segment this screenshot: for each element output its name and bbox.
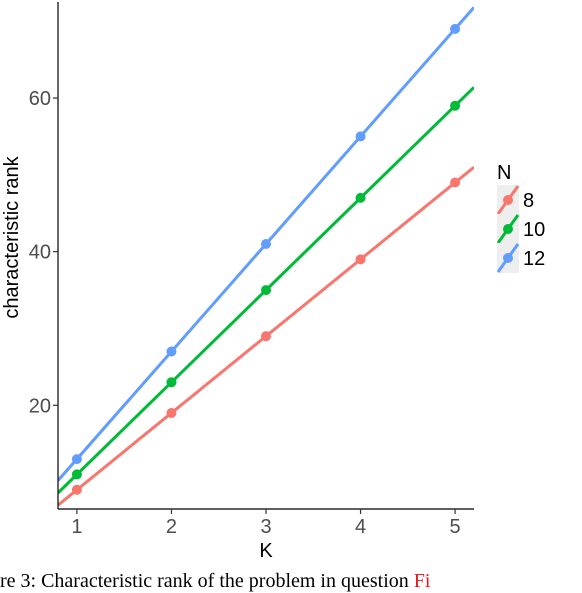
legend-label-12: 12 (523, 248, 545, 270)
data-point-10-1 (71, 469, 82, 480)
legend-label-8: 8 (523, 190, 534, 212)
legend-label-10: 10 (523, 219, 545, 241)
data-point-10-4 (355, 192, 366, 203)
x-tick-label-2: 2 (166, 516, 177, 538)
series-8 (58, 165, 474, 507)
data-point-8-3 (261, 331, 271, 342)
y-tick-label-40: 40 (29, 242, 51, 264)
legend-item-8: 8 (496, 185, 534, 215)
data-point-8-1 (71, 484, 82, 495)
data-point-10-3 (261, 285, 271, 296)
legend-title: N (497, 162, 511, 184)
data-point-12-1 (71, 454, 82, 465)
figure-caption: re 3: Characteristic rank of the problem… (0, 570, 582, 593)
series-10 (58, 86, 474, 494)
data-point-12-2 (166, 346, 177, 357)
x-axis-title: K (259, 540, 273, 562)
data-point-12-4 (355, 131, 366, 142)
data-point-8-2 (166, 407, 177, 418)
data-point-8-5 (450, 177, 461, 188)
y-tick-label-20: 20 (29, 395, 51, 417)
legend-key-point-12 (503, 253, 513, 263)
y-tick-label-60: 60 (29, 88, 51, 110)
legend-item-12: 12 (496, 243, 545, 273)
y-axis-title: characteristic rank (1, 155, 23, 318)
data-point-8-4 (355, 254, 366, 265)
x-tick-label-4: 4 (355, 516, 366, 538)
legend: N8 10 12 (496, 162, 545, 273)
x-tick-label-1: 1 (71, 516, 82, 538)
series-12 (58, 6, 474, 482)
legend-key-point-8 (503, 195, 513, 205)
data-point-12-5 (450, 23, 461, 34)
caption-ref: Fi (413, 570, 431, 592)
data-point-10-5 (450, 100, 461, 111)
legend-key-point-10 (503, 224, 513, 234)
x-tick-label-5: 5 (450, 516, 461, 538)
data-point-12-3 (261, 238, 271, 249)
legend-item-10: 10 (496, 214, 545, 244)
caption-text: re 3: Characteristic rank of the problem… (0, 570, 409, 592)
plot-area (58, 6, 474, 507)
x-tick-label-3: 3 (260, 516, 271, 538)
data-point-10-2 (166, 377, 177, 388)
